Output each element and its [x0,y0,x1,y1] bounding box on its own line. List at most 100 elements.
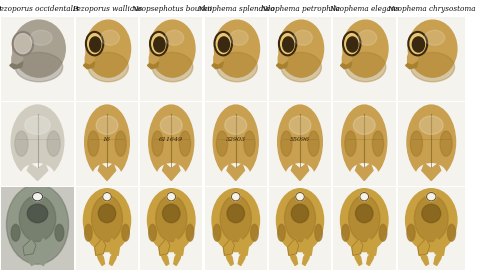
Polygon shape [237,238,248,255]
Ellipse shape [93,164,121,187]
Ellipse shape [292,204,308,223]
Ellipse shape [360,192,368,201]
Text: Neophema elegans: Neophema elegans [329,5,400,13]
Polygon shape [26,252,34,265]
Ellipse shape [448,224,456,241]
Ellipse shape [408,20,457,77]
Circle shape [12,32,33,55]
Ellipse shape [216,52,258,82]
Ellipse shape [289,116,311,134]
Text: Neophema splendida: Neophema splendida [197,5,274,13]
Polygon shape [23,238,36,255]
Ellipse shape [410,131,422,156]
Circle shape [282,37,294,52]
Polygon shape [288,238,299,255]
Ellipse shape [148,189,195,251]
Polygon shape [276,62,287,69]
Polygon shape [94,238,106,255]
Polygon shape [162,164,180,180]
Circle shape [150,32,168,55]
Ellipse shape [407,105,456,179]
Ellipse shape [84,224,92,241]
Polygon shape [366,238,377,255]
Ellipse shape [15,131,28,156]
Ellipse shape [232,192,240,201]
Ellipse shape [152,52,193,82]
Polygon shape [159,238,170,255]
Ellipse shape [167,192,175,201]
Ellipse shape [414,195,448,241]
Circle shape [90,37,101,52]
Circle shape [86,32,104,55]
Ellipse shape [157,164,186,187]
Ellipse shape [348,195,380,241]
Polygon shape [367,252,374,265]
Ellipse shape [340,189,388,251]
Ellipse shape [92,195,122,241]
Polygon shape [97,252,104,265]
Ellipse shape [88,52,128,82]
Polygon shape [98,164,116,180]
Ellipse shape [286,164,314,187]
Polygon shape [301,238,312,255]
Ellipse shape [149,105,194,179]
Ellipse shape [214,20,260,77]
Circle shape [154,37,165,52]
Text: 16: 16 [103,137,111,142]
Ellipse shape [165,30,184,45]
Ellipse shape [213,224,221,241]
Ellipse shape [343,20,388,77]
Ellipse shape [180,131,190,156]
Ellipse shape [115,131,126,156]
Polygon shape [172,238,184,255]
Polygon shape [302,252,310,265]
Ellipse shape [216,131,228,156]
Ellipse shape [162,204,180,223]
Ellipse shape [21,164,54,187]
Circle shape [279,32,296,55]
Ellipse shape [279,20,324,77]
Circle shape [218,37,230,52]
Polygon shape [420,252,428,265]
Ellipse shape [12,20,65,77]
Ellipse shape [440,131,452,156]
Text: Neophema petrophila: Neophema petrophila [260,5,340,13]
Circle shape [412,37,424,52]
Polygon shape [356,164,373,180]
Ellipse shape [230,30,248,45]
Ellipse shape [19,195,56,241]
Polygon shape [238,252,246,265]
Polygon shape [227,164,244,180]
Ellipse shape [281,52,322,82]
Polygon shape [354,252,362,265]
Ellipse shape [86,20,130,77]
Ellipse shape [84,189,130,251]
Ellipse shape [88,131,99,156]
Ellipse shape [152,131,163,156]
Ellipse shape [372,131,384,156]
Text: Neopsephotus bourkii: Neopsephotus bourkii [131,5,212,13]
Ellipse shape [156,195,187,241]
Polygon shape [12,50,23,65]
Polygon shape [148,62,159,69]
Ellipse shape [28,204,48,223]
Ellipse shape [47,131,60,156]
Polygon shape [150,50,159,65]
Ellipse shape [284,195,316,241]
Ellipse shape [422,204,440,223]
Circle shape [343,32,360,55]
Ellipse shape [358,30,377,45]
Ellipse shape [30,30,52,45]
Text: 55096: 55096 [290,137,310,142]
Ellipse shape [160,116,182,134]
Ellipse shape [350,164,378,187]
Text: Pezoporus occidentalis: Pezoporus occidentalis [0,5,80,13]
Circle shape [214,32,232,55]
Ellipse shape [420,116,443,134]
Polygon shape [161,252,169,265]
Polygon shape [292,164,308,180]
Circle shape [16,35,30,52]
Ellipse shape [32,192,42,201]
Ellipse shape [220,195,252,241]
Ellipse shape [424,30,445,45]
